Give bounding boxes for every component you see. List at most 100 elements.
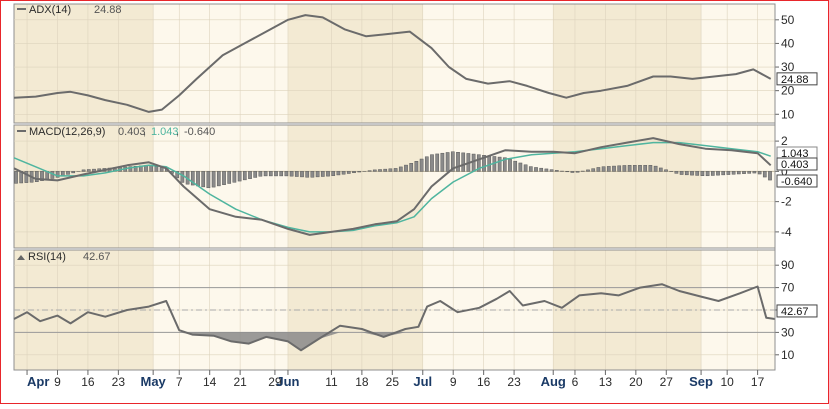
macd-histogram-bar [399, 167, 402, 171]
macd-histogram-bar [753, 171, 756, 173]
macd-histogram-bar [285, 171, 288, 176]
macd-histogram-bar [711, 171, 714, 175]
macd-histogram-bar [576, 171, 579, 172]
macd-histogram-bar [436, 154, 439, 171]
macd-histogram-bar [389, 169, 392, 172]
macd-histogram-bar [259, 171, 262, 176]
macd-histogram-bar [300, 171, 303, 177]
macd-histogram-bar [228, 171, 231, 183]
macd-histogram-bar [571, 171, 574, 172]
macd-histogram-bar [462, 153, 465, 172]
macd-histogram-bar [524, 165, 527, 172]
x-axis-day-label: 17 [751, 375, 765, 389]
macd-histogram-bar [155, 167, 158, 172]
macd-histogram-last-value: -0.640 [781, 176, 812, 188]
macd-histogram-bar [612, 166, 615, 171]
macd-histogram-bar [534, 167, 537, 171]
y-tick-label: 40 [781, 36, 795, 50]
rsi-legend-value: 42.67 [83, 251, 111, 263]
macd-histogram-bar [748, 171, 751, 173]
y-tick-label: 50 [781, 13, 795, 27]
macd-histogram-bar [248, 171, 251, 178]
macd-histogram-bar [238, 171, 241, 181]
y-tick-label: -4 [781, 225, 792, 239]
macd-histogram-bar [607, 166, 610, 171]
x-axis-month-label: Jun [276, 374, 299, 389]
macd-histogram-bar [659, 168, 662, 171]
macd-histogram-bar [446, 152, 449, 171]
y-tick-label: 10 [781, 348, 795, 362]
adx-last-value: 24.88 [781, 74, 809, 86]
x-axis-day-label: 16 [477, 375, 491, 389]
macd-histogram-bar [394, 168, 397, 171]
macd-histogram-bar [623, 165, 626, 171]
macd-histogram-bar [181, 171, 184, 182]
macd-histogram-bar [675, 171, 678, 173]
macd-histogram-bar [222, 171, 225, 184]
x-axis-day-label: 14 [203, 375, 217, 389]
y-tick-label: 90 [781, 258, 795, 272]
month-shade-band [14, 125, 153, 248]
macd-histogram-bar [290, 171, 293, 176]
macd-histogram-bar [555, 170, 558, 171]
x-axis-day-label: 10 [720, 375, 734, 389]
macd-histogram-bar [488, 156, 491, 171]
macd-histogram-bar [664, 170, 667, 172]
x-axis-day-label: 13 [599, 375, 613, 389]
macd-histogram-bar [280, 171, 283, 176]
macd-histogram-bar [311, 171, 314, 177]
macd-histogram-bar [269, 171, 272, 176]
macd-histogram-bar [196, 171, 199, 186]
macd-histogram-bar [727, 171, 730, 174]
rsi-legend-title: RSI(14) [28, 251, 66, 263]
macd-histogram-bar [207, 171, 210, 187]
macd-histogram-bar [722, 171, 725, 175]
x-axis-day-label: 11 [325, 375, 338, 389]
macd-histogram-bar [690, 171, 693, 175]
macd-histogram-bar [373, 170, 376, 171]
x-axis-day-label: 9 [54, 375, 61, 389]
macd-histogram-bar [332, 171, 335, 175]
y-tick-label: -2 [781, 195, 792, 209]
macd-histogram-bar [456, 152, 459, 171]
macd-histogram-bar [701, 171, 704, 175]
adx-legend-value: 24.88 [94, 4, 122, 16]
macd-histogram-bar [618, 166, 621, 172]
macd-histogram-bar [441, 153, 444, 171]
macd-histogram-bar [342, 171, 345, 174]
macd-histogram-bar [306, 171, 309, 177]
macd-legend-sep: , [143, 126, 146, 138]
x-axis-day-label: 21 [233, 375, 247, 389]
macd-histogram-bar [66, 171, 69, 174]
adx-legend-title: ADX(14) [29, 4, 71, 16]
macd-histogram-bar [420, 159, 423, 171]
macd-histogram-bar [217, 171, 220, 186]
x-axis-month-label: Apr [27, 374, 49, 389]
month-shade-band [288, 4, 423, 123]
x-axis-day-label: 27 [660, 375, 674, 389]
macd-histogram-bar [529, 167, 532, 172]
macd-histogram-bar [550, 170, 553, 172]
macd-histogram-bar [597, 167, 600, 171]
macd-histogram-bar [233, 171, 236, 182]
macd-histogram-bar [274, 171, 277, 176]
macd-histogram-bar [321, 171, 324, 176]
macd-histogram-bar [737, 171, 740, 174]
x-axis-month-label: May [141, 374, 167, 389]
x-axis-day-label: 25 [386, 375, 400, 389]
macd-histogram-bar [264, 171, 267, 176]
macd-histogram-bar [602, 167, 605, 172]
macd-histogram-bar [545, 169, 548, 171]
macd-histogram-bar [35, 171, 38, 181]
macd-histogram-bar [638, 165, 641, 171]
month-shade-band [553, 4, 701, 123]
macd-histogram-bar [82, 170, 85, 172]
macd-histogram-bar [763, 171, 766, 177]
x-axis-day-label: 16 [81, 375, 95, 389]
y-tick-label: 70 [781, 281, 795, 295]
macd-histogram-bar [404, 165, 407, 171]
macd-histogram-bar [514, 161, 517, 171]
y-tick-label: 30 [781, 325, 795, 339]
x-axis-day-label: 7 [176, 375, 183, 389]
